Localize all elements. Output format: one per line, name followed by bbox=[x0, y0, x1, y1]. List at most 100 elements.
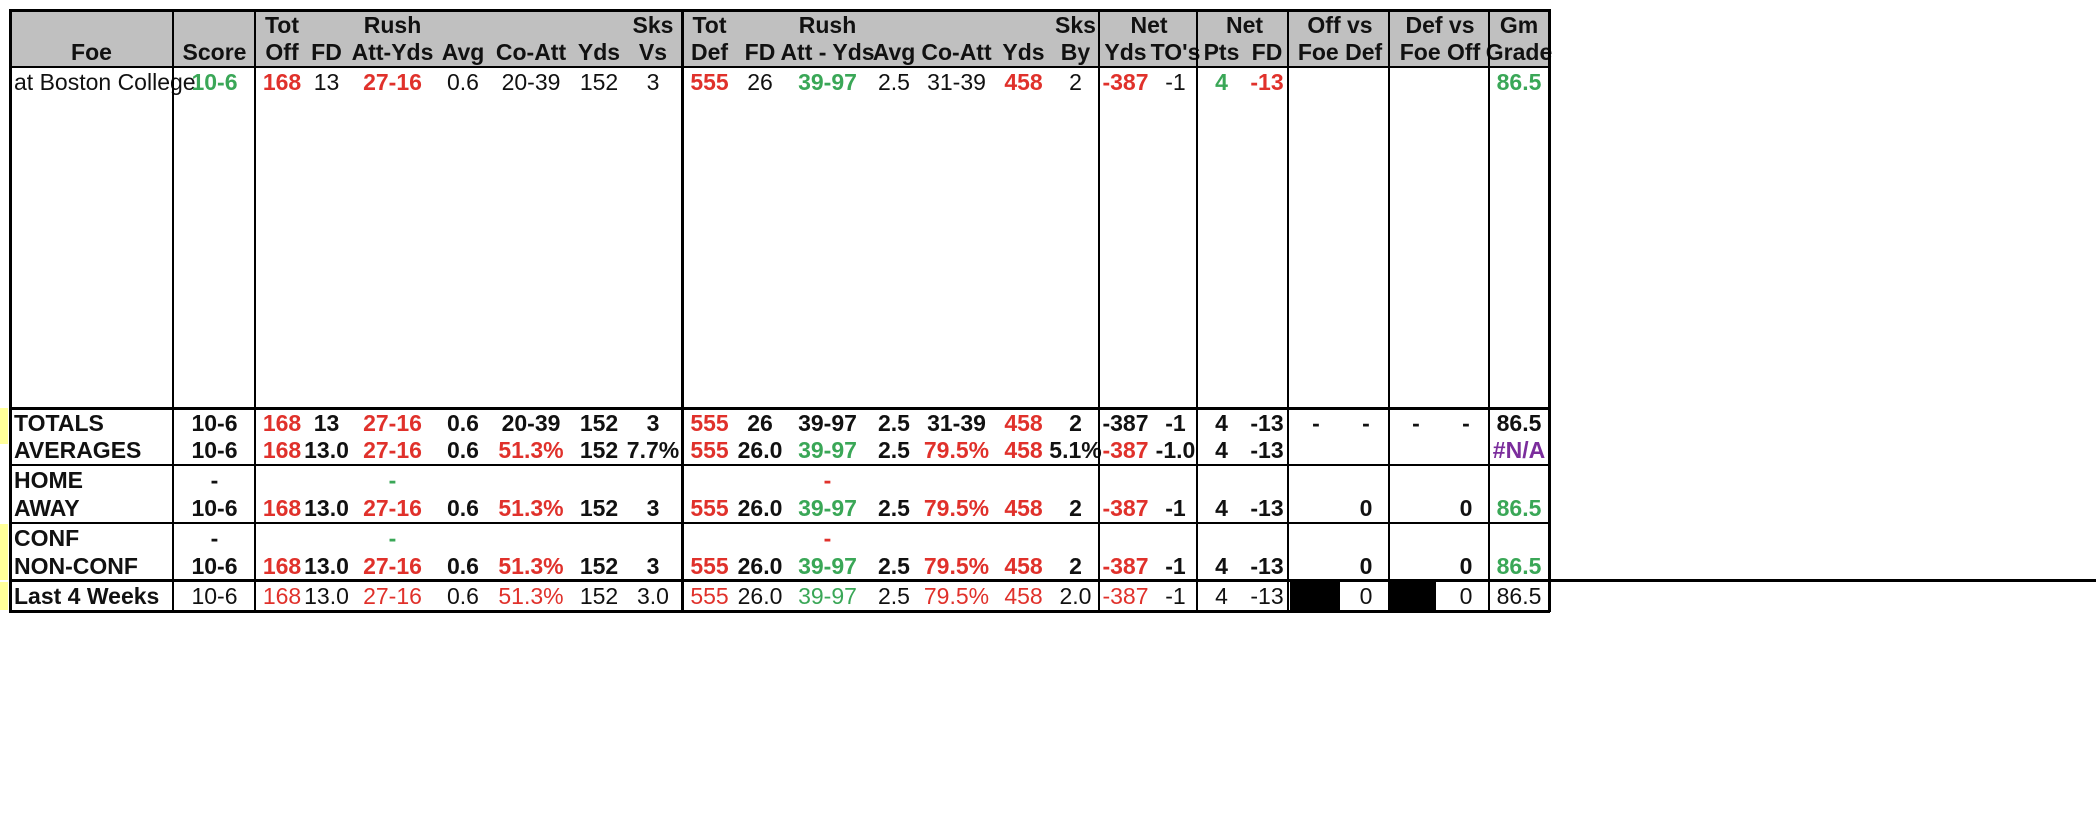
data-cell bbox=[1490, 466, 1548, 494]
column-header: Score bbox=[182, 38, 247, 65]
summary-row-label: AWAY bbox=[14, 494, 80, 521]
data-cell: 458 bbox=[1004, 582, 1043, 609]
data-cell: 168 bbox=[262, 582, 302, 609]
data-cell: -1 bbox=[1165, 582, 1186, 609]
data-cell: 86.5 bbox=[1496, 552, 1542, 579]
data-cell: 458 bbox=[1004, 552, 1043, 579]
summary-row-label: TOTALS bbox=[14, 409, 104, 436]
data-cell: - bbox=[1362, 409, 1370, 436]
data-cell: 7.7% bbox=[626, 436, 680, 463]
data-cell: 39-97 bbox=[798, 409, 857, 436]
data-cell: 152 bbox=[579, 68, 619, 95]
data-cell bbox=[735, 524, 785, 552]
data-cell: 86.5 bbox=[1496, 582, 1542, 609]
data-cell: 13.0 bbox=[304, 494, 349, 521]
column-header: FD bbox=[1251, 38, 1283, 65]
column-header: Co-Att bbox=[921, 38, 992, 65]
data-cell: 51.3% bbox=[498, 552, 564, 579]
header-group-label: Rush bbox=[363, 11, 422, 38]
grid-line bbox=[1287, 9, 1289, 612]
data-cell: -387 bbox=[1102, 582, 1149, 609]
data-cell bbox=[1052, 466, 1099, 494]
column-header: Yds bbox=[1002, 38, 1045, 65]
data-cell bbox=[995, 524, 1052, 552]
data-cell bbox=[308, 524, 345, 552]
data-cell: 10-6 bbox=[191, 68, 238, 95]
data-cell: 458 bbox=[1004, 494, 1043, 521]
data-cell: -1 bbox=[1165, 552, 1186, 579]
data-cell: - bbox=[388, 524, 397, 551]
data-cell: 0 bbox=[1359, 552, 1373, 579]
data-cell bbox=[308, 466, 345, 494]
data-cell bbox=[870, 466, 918, 494]
data-cell: 152 bbox=[579, 409, 619, 436]
data-cell: 79.5% bbox=[923, 436, 990, 463]
data-cell: 31-39 bbox=[927, 68, 986, 95]
data-cell bbox=[1199, 466, 1244, 494]
data-cell: 555 bbox=[690, 552, 729, 579]
data-cell: 0 bbox=[1459, 552, 1473, 579]
data-cell: 13.0 bbox=[304, 582, 349, 609]
data-cell: 168 bbox=[262, 494, 302, 521]
data-cell: 86.5 bbox=[1496, 494, 1542, 521]
data-cell bbox=[1244, 524, 1290, 552]
data-cell bbox=[1442, 68, 1490, 96]
data-cell bbox=[995, 466, 1052, 494]
data-cell bbox=[1290, 552, 1342, 580]
data-cell: 4 bbox=[1215, 582, 1228, 609]
data-cell: -13 bbox=[1250, 582, 1284, 609]
data-cell: 4 bbox=[1215, 68, 1228, 95]
data-cell bbox=[1290, 436, 1342, 464]
data-cell: 3 bbox=[646, 552, 660, 579]
data-cell bbox=[1290, 524, 1342, 552]
data-cell: -13 bbox=[1250, 68, 1284, 95]
header-group-label: Tot bbox=[264, 11, 300, 38]
row-highlight-mark bbox=[0, 408, 8, 444]
data-cell bbox=[1342, 436, 1390, 464]
data-cell: -387 bbox=[1102, 552, 1149, 579]
data-cell: 86.5 bbox=[1496, 68, 1542, 95]
summary-row-label: HOME bbox=[14, 466, 83, 493]
data-cell: -13 bbox=[1250, 494, 1284, 521]
column-header: Vs bbox=[638, 38, 668, 65]
data-cell: 10-6 bbox=[191, 552, 238, 579]
data-cell: 26.0 bbox=[737, 582, 783, 609]
column-header: Grade bbox=[1485, 38, 1553, 65]
column-header: Avg bbox=[872, 38, 916, 65]
column-header: Pts bbox=[1203, 38, 1240, 65]
grid-line bbox=[9, 407, 1550, 410]
header-group-label: Tot bbox=[692, 11, 727, 38]
data-cell: 0 bbox=[1359, 582, 1373, 609]
data-cell: 26.0 bbox=[737, 436, 783, 463]
grid-line bbox=[9, 464, 1550, 466]
data-cell: 2.5 bbox=[878, 494, 910, 521]
data-cell: 3 bbox=[646, 409, 660, 436]
grid-line bbox=[254, 9, 256, 612]
data-cell: 86.5 bbox=[1496, 409, 1542, 436]
data-cell bbox=[256, 524, 308, 552]
data-cell: 168 bbox=[262, 436, 302, 463]
data-cell: - bbox=[210, 466, 219, 493]
column-header: Foe Def bbox=[1297, 38, 1383, 65]
data-cell: 458 bbox=[1004, 409, 1043, 436]
header-group-label: Gm bbox=[1499, 11, 1539, 38]
data-cell: 10-6 bbox=[191, 494, 238, 521]
data-cell: -387 bbox=[1102, 494, 1149, 521]
data-cell: 555 bbox=[690, 494, 729, 521]
data-cell: 5.1% bbox=[1049, 436, 1102, 463]
data-cell: 0 bbox=[1359, 494, 1373, 521]
data-cell: -387 bbox=[1102, 68, 1149, 95]
foe-name: at Boston College bbox=[14, 68, 196, 95]
data-cell: 51.3% bbox=[498, 494, 564, 521]
data-cell bbox=[576, 466, 622, 494]
data-cell: 2 bbox=[1069, 552, 1082, 579]
data-cell: -1 bbox=[1165, 68, 1186, 95]
data-cell bbox=[918, 524, 995, 552]
data-cell bbox=[622, 466, 684, 494]
data-cell: 13 bbox=[313, 68, 340, 95]
header-group-label: Off vs bbox=[1307, 11, 1373, 38]
data-cell bbox=[1342, 68, 1390, 96]
data-cell: 20-39 bbox=[501, 68, 561, 95]
data-cell: 2 bbox=[1069, 409, 1082, 436]
grid-line bbox=[1098, 9, 1100, 612]
